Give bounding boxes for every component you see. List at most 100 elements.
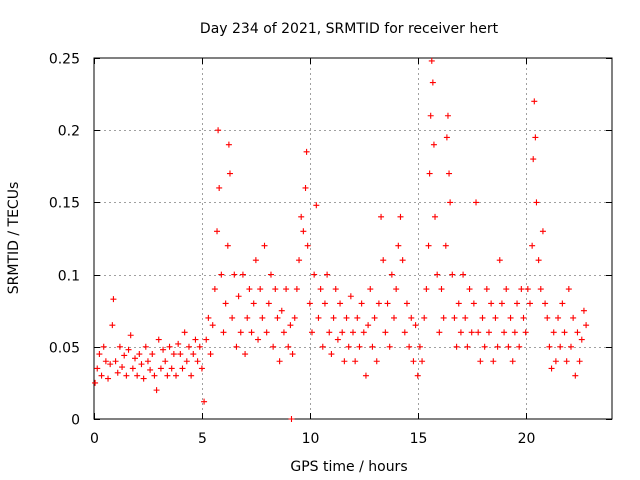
data-point bbox=[483, 286, 490, 293]
data-point bbox=[225, 141, 232, 148]
data-point bbox=[229, 314, 236, 321]
data-point bbox=[572, 372, 579, 379]
data-point bbox=[140, 375, 147, 382]
data-point bbox=[121, 352, 128, 359]
data-point bbox=[306, 300, 313, 307]
data-point bbox=[168, 365, 175, 372]
data-point bbox=[211, 286, 218, 293]
y-tick-label: 0.2 bbox=[58, 124, 80, 140]
data-point bbox=[507, 314, 514, 321]
data-points bbox=[92, 57, 590, 422]
x-tick-label: 5 bbox=[198, 431, 207, 447]
data-point bbox=[408, 314, 415, 321]
data-point bbox=[276, 358, 283, 365]
data-point bbox=[428, 57, 435, 64]
data-point bbox=[401, 329, 408, 336]
data-point bbox=[94, 365, 101, 372]
data-point bbox=[434, 271, 441, 278]
data-point bbox=[468, 329, 475, 336]
data-point bbox=[257, 286, 264, 293]
data-point bbox=[125, 346, 132, 353]
data-point bbox=[449, 271, 456, 278]
data-point bbox=[175, 340, 182, 347]
data-point bbox=[315, 314, 322, 321]
data-point bbox=[380, 257, 387, 264]
data-point bbox=[473, 199, 480, 206]
data-point bbox=[535, 257, 542, 264]
data-point bbox=[214, 228, 221, 235]
data-point bbox=[399, 257, 406, 264]
data-point bbox=[464, 343, 471, 350]
data-point bbox=[393, 286, 400, 293]
data-point bbox=[479, 314, 486, 321]
data-point bbox=[107, 361, 114, 368]
data-point bbox=[498, 300, 505, 307]
chart-title: Day 234 of 2021, SRMTID for receiver her… bbox=[200, 21, 499, 37]
data-point bbox=[423, 286, 430, 293]
data-point bbox=[580, 307, 587, 314]
y-axis-label: SRMTID / TECUs bbox=[6, 182, 22, 295]
data-point bbox=[529, 242, 536, 249]
data-point bbox=[369, 343, 376, 350]
data-point bbox=[132, 355, 139, 362]
data-point bbox=[265, 300, 272, 307]
data-point bbox=[490, 358, 497, 365]
data-point bbox=[432, 213, 439, 220]
data-point bbox=[196, 343, 203, 350]
data-point bbox=[561, 329, 568, 336]
data-point bbox=[215, 127, 222, 134]
data-point bbox=[578, 336, 585, 343]
data-point bbox=[509, 358, 516, 365]
data-point bbox=[194, 358, 201, 365]
y-tick-label: 0.05 bbox=[49, 341, 80, 357]
x-tick-label: 0 bbox=[90, 431, 99, 447]
data-point bbox=[421, 314, 428, 321]
data-point bbox=[477, 358, 484, 365]
data-point bbox=[451, 314, 458, 321]
axis-ticks: 0 5 10 15 20 0 0.05 0.1 0.15 0.2 0.25 bbox=[49, 52, 612, 447]
data-point bbox=[367, 286, 374, 293]
data-point bbox=[203, 336, 210, 343]
data-point bbox=[552, 358, 559, 365]
data-point bbox=[505, 343, 512, 350]
data-point bbox=[354, 314, 361, 321]
data-point bbox=[288, 416, 295, 422]
data-point bbox=[382, 329, 389, 336]
data-point bbox=[533, 199, 540, 206]
data-point bbox=[252, 257, 259, 264]
data-point bbox=[494, 343, 501, 350]
data-point bbox=[109, 322, 116, 329]
data-point bbox=[181, 329, 188, 336]
data-point bbox=[263, 329, 270, 336]
data-point bbox=[395, 242, 402, 249]
data-point bbox=[116, 343, 123, 350]
data-point bbox=[237, 329, 244, 336]
data-point bbox=[192, 336, 199, 343]
data-point bbox=[173, 372, 180, 379]
data-point bbox=[270, 343, 277, 350]
data-point bbox=[302, 184, 309, 191]
data-point bbox=[96, 351, 103, 358]
data-point bbox=[114, 369, 121, 376]
data-point bbox=[319, 343, 326, 350]
data-point bbox=[162, 358, 169, 365]
data-point bbox=[188, 372, 195, 379]
data-point bbox=[436, 329, 443, 336]
data-point bbox=[522, 329, 529, 336]
data-point bbox=[462, 314, 469, 321]
data-point bbox=[542, 300, 549, 307]
data-point bbox=[308, 329, 315, 336]
data-point bbox=[574, 329, 581, 336]
data-point bbox=[416, 343, 423, 350]
data-point bbox=[337, 300, 344, 307]
data-point bbox=[362, 372, 369, 379]
data-point bbox=[157, 365, 164, 372]
data-point bbox=[242, 351, 249, 358]
data-point bbox=[164, 372, 171, 379]
data-point bbox=[526, 300, 533, 307]
data-point bbox=[352, 358, 359, 365]
data-point bbox=[303, 148, 310, 155]
data-point bbox=[98, 372, 105, 379]
data-point bbox=[419, 358, 426, 365]
data-point bbox=[427, 112, 434, 119]
